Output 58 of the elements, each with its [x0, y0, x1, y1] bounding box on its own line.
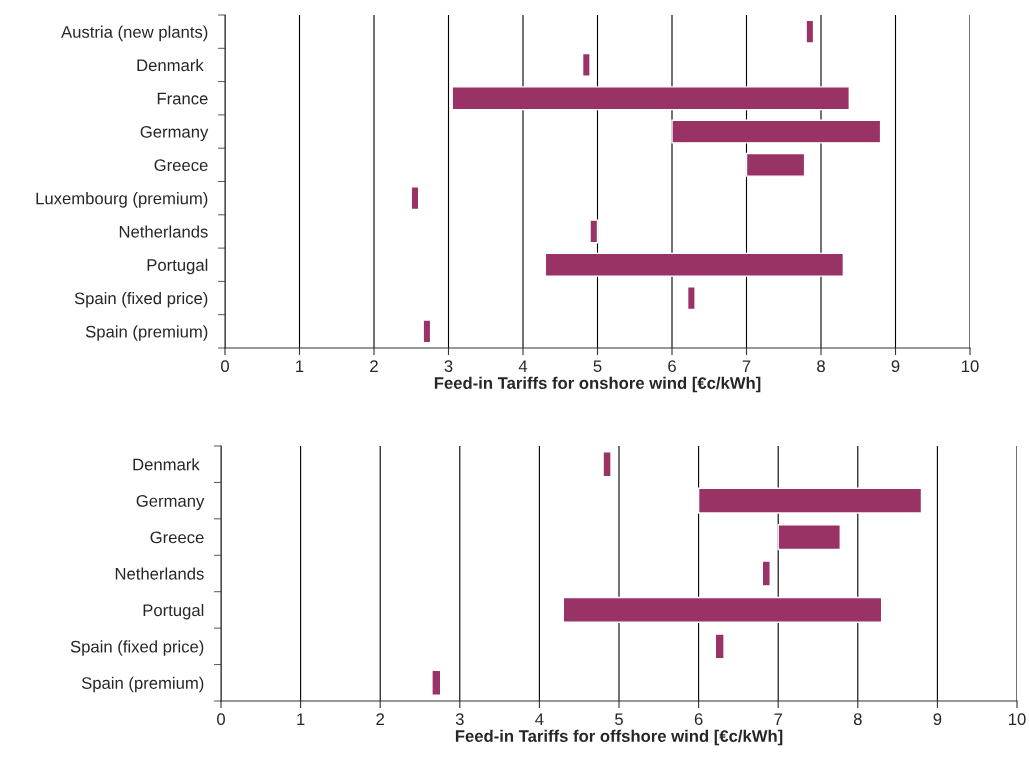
x-tick-label: 2 — [376, 713, 384, 725]
y-tick-label: France — [157, 92, 208, 105]
x-tick-label: 0 — [221, 360, 229, 373]
x-tick-label: 9 — [891, 360, 900, 373]
x-tick-label: 10 — [1009, 713, 1026, 726]
x-tick-label: 4 — [518, 360, 528, 372]
x-tick-label: 3 — [444, 360, 453, 373]
y-tick-label: Spain (fixed price) — [74, 292, 208, 308]
y-tick-label: Germany — [136, 495, 205, 511]
y-tick-label: Denmark — [137, 58, 204, 72]
bar — [410, 186, 420, 211]
bar — [686, 286, 696, 311]
bar — [745, 152, 806, 177]
bar — [422, 319, 432, 344]
x-axis-title: Feed-in Tariffs for offshore wind [€c/kWh] — [455, 729, 783, 746]
y-tick-label: Portugal — [147, 258, 208, 275]
y-tick-label: Spain (premium) — [81, 676, 204, 693]
x-tick-label: 7 — [774, 713, 782, 725]
x-tick-label: 0 — [217, 713, 225, 726]
y-tick-label: Netherlands — [115, 567, 204, 580]
y-tick-label: Germany — [140, 125, 209, 142]
y-tick-label: Luxembourg (premium) — [36, 192, 208, 208]
x-tick-label: 2 — [370, 360, 378, 372]
x-tick-label: 9 — [933, 713, 942, 726]
bar — [714, 633, 725, 660]
x-tick-label: 7 — [742, 360, 751, 372]
x-tick-label: 5 — [593, 360, 602, 373]
x-tick-label: 8 — [817, 360, 825, 373]
x-tick-label: 1 — [296, 360, 304, 372]
bar — [431, 669, 442, 696]
y-tick-label: Portugal — [143, 603, 204, 620]
bar — [697, 487, 923, 514]
bar — [671, 119, 882, 144]
bar — [777, 523, 841, 551]
bar — [761, 560, 771, 587]
bar — [602, 451, 612, 478]
y-tick-label: Spain (fixed price) — [70, 640, 204, 656]
y-tick-label: Austria (new plants) — [61, 25, 208, 42]
x-tick-label: 4 — [535, 713, 544, 725]
bar — [581, 52, 591, 77]
x-tick-label: 3 — [455, 713, 464, 726]
x-tick-label: 6 — [694, 713, 703, 726]
y-tick-label: Greece — [150, 531, 204, 544]
bar — [562, 596, 883, 624]
x-tick-label: 5 — [615, 713, 623, 726]
y-tick-label: Denmark — [133, 458, 200, 471]
x-tick-label: 8 — [853, 713, 862, 726]
x-tick-label: 1 — [297, 713, 305, 725]
x-tick-label: 6 — [668, 360, 676, 373]
bar — [805, 19, 815, 44]
x-axis-title: Feed-in Tariffs for onshore wind [€c/kWh] — [434, 376, 761, 393]
bar — [451, 86, 851, 111]
y-tick-label: Greece — [154, 159, 208, 172]
y-tick-label: Spain (premium) — [85, 325, 208, 341]
bar — [589, 219, 599, 244]
y-tick-label: Netherlands — [119, 225, 208, 238]
x-tick-label: 10 — [962, 360, 979, 373]
bar — [544, 252, 845, 277]
